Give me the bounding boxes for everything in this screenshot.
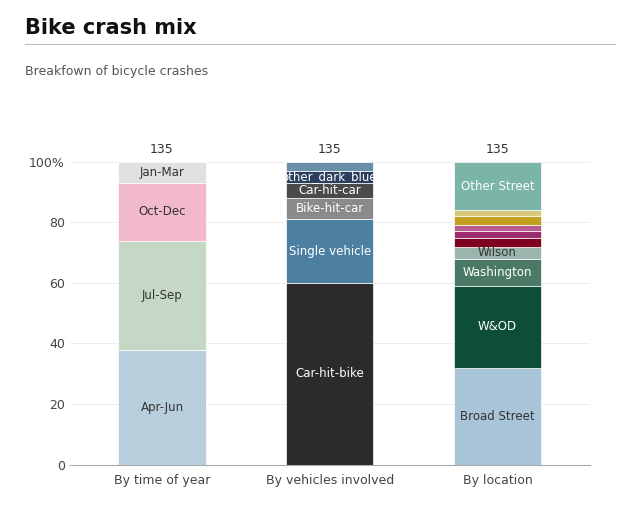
Bar [454, 246, 541, 259]
Text: Other Street: Other Street [460, 180, 534, 193]
Text: Car-hit-bike: Car-hit-bike [295, 367, 364, 380]
Bar [286, 162, 373, 171]
Text: Wilson: Wilson [478, 246, 517, 259]
Bar [286, 171, 373, 183]
Bar [119, 350, 205, 465]
Text: Jul-Sep: Jul-Sep [141, 289, 183, 302]
Bar [454, 216, 541, 226]
Text: Jan-Mar: Jan-Mar [139, 166, 184, 179]
Text: Car-hit-car: Car-hit-car [299, 184, 361, 197]
Bar [119, 241, 205, 350]
Bar [454, 238, 541, 246]
Text: Apr-Jun: Apr-Jun [140, 400, 183, 413]
Text: Single vehicle: Single vehicle [288, 245, 371, 258]
Text: Washington: Washington [463, 266, 532, 279]
Text: Bike-hit-car: Bike-hit-car [295, 202, 364, 215]
Bar [454, 367, 541, 465]
Bar [454, 231, 541, 238]
Text: Breakfown of bicycle crashes: Breakfown of bicycle crashes [25, 65, 209, 78]
Text: 135: 135 [486, 143, 509, 156]
Text: other_dark_blue: other_dark_blue [282, 171, 377, 183]
Bar [454, 259, 541, 286]
Text: W&OD: W&OD [478, 321, 517, 334]
Text: Broad Street: Broad Street [460, 410, 534, 423]
Text: 135: 135 [150, 143, 174, 156]
Bar [286, 183, 373, 198]
Bar [286, 198, 373, 219]
Bar [286, 283, 373, 465]
Bar [454, 286, 541, 367]
Bar [286, 219, 373, 283]
Text: Bike crash mix: Bike crash mix [25, 18, 197, 38]
Text: Oct-Dec: Oct-Dec [138, 205, 186, 218]
Bar [119, 162, 205, 183]
Text: 135: 135 [318, 143, 342, 156]
Bar [454, 210, 541, 216]
Bar [119, 183, 205, 241]
Bar [454, 226, 541, 231]
Bar [454, 162, 541, 210]
